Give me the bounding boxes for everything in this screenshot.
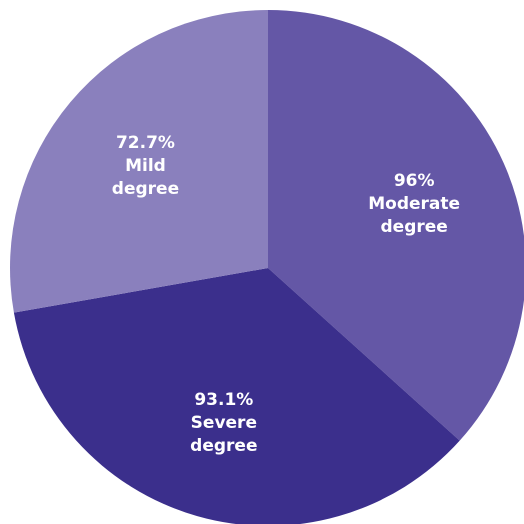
pie-slice-moderate-degree — [268, 10, 524, 441]
pie-label-line: 96% — [394, 171, 435, 191]
pie-label-line: 72.7% — [116, 133, 175, 153]
pie-label-line: Moderate — [368, 194, 460, 214]
pie-label-mild-degree: 72.7% Mild degree — [112, 133, 179, 199]
pie-label-severe-degree: 93.1% Severe degree — [190, 390, 257, 456]
pie-label-line: degree — [190, 436, 257, 456]
pie-slice-mild-degree — [10, 10, 269, 313]
pie-label-moderate-degree: 96% Moderate degree — [368, 171, 460, 237]
pie-label-line: 93.1% — [194, 390, 253, 410]
pie-label-line: degree — [112, 179, 179, 199]
pie-slices — [10, 10, 524, 524]
pie-label-line: degree — [381, 217, 448, 237]
pie-labels: 96% Moderate degree 93.1% Severe degree 72.7% M… — [112, 133, 460, 456]
pie-label-line: Mild — [125, 156, 166, 176]
pie-slice-severe-degree — [13, 268, 460, 524]
pie-label-line: Severe — [191, 413, 257, 433]
